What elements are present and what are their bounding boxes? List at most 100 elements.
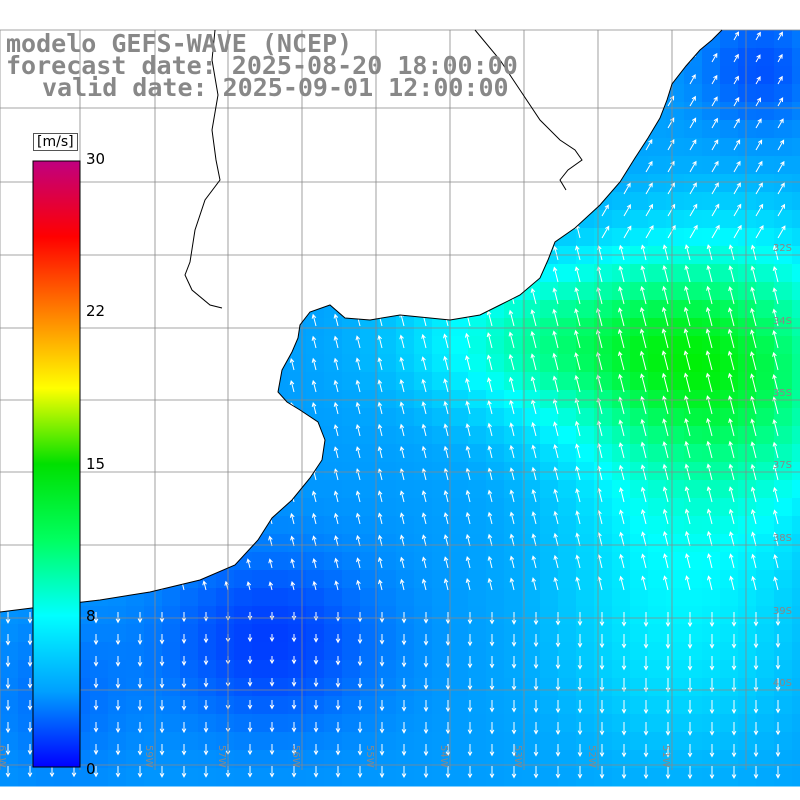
wind-arrow [711, 182, 719, 195]
wind-arrow [355, 269, 361, 283]
wind-cell [468, 336, 487, 355]
wind-cell [684, 660, 703, 679]
wind-arrow [289, 182, 295, 195]
wind-cell [306, 264, 325, 283]
wind-cell [666, 210, 685, 229]
wind-cell [630, 102, 649, 121]
wind-cell [666, 30, 685, 49]
wind-cell [306, 660, 325, 679]
wind-cell [234, 174, 253, 193]
wind-cell [612, 228, 631, 247]
wind-arrow [399, 578, 405, 591]
wind-cell [216, 192, 235, 211]
wind-arrow [733, 139, 741, 151]
wind-cell [198, 156, 217, 175]
wind-cell [18, 768, 37, 787]
wind-arrow [399, 30, 405, 41]
wind-arrow [223, 292, 229, 305]
wind-cell [396, 714, 415, 733]
wind-arrow [421, 160, 427, 173]
wind-cell [594, 336, 613, 355]
wind-cell [720, 498, 739, 517]
wind-cell [540, 552, 559, 571]
wind-arrow [772, 441, 779, 459]
wind-arrow [553, 224, 559, 239]
wind-cell [378, 624, 397, 643]
wind-cell [720, 678, 739, 697]
wind-cell [594, 264, 613, 283]
wind-cell [180, 138, 199, 157]
wind-arrow [775, 700, 781, 714]
wind-arrow [245, 314, 251, 327]
wind-arrow [115, 700, 121, 711]
wind-cell [108, 156, 127, 175]
wind-arrow [731, 744, 737, 758]
wind-arrow [334, 535, 339, 547]
wind-arrow [443, 512, 449, 525]
wind-cell [18, 678, 37, 697]
wind-cell [0, 678, 19, 697]
title-model: modelo GEFS-WAVE (NCEP) [6, 29, 353, 58]
wind-cell [198, 642, 217, 661]
wind-cell [162, 408, 181, 427]
wind-arrow [443, 467, 449, 481]
wind-cell [180, 408, 199, 427]
wind-cell [198, 192, 217, 211]
wind-cell [684, 426, 703, 445]
wind-cell [90, 624, 109, 643]
wind-cell [774, 48, 793, 67]
wind-arrow [443, 247, 449, 261]
wind-cell [666, 282, 685, 301]
wind-cell [540, 588, 559, 607]
wind-arrow [684, 440, 691, 459]
wind-arrow [755, 160, 763, 173]
wind-cell [216, 516, 235, 535]
wind-arrow [640, 441, 647, 459]
wind-cell [666, 606, 685, 625]
wind-arrow [333, 116, 339, 129]
wind-cell [144, 156, 163, 175]
wind-cell [0, 156, 19, 175]
wind-cell [558, 102, 577, 121]
wind-cell [414, 768, 433, 787]
wind-cell [396, 426, 415, 445]
wind-cell [0, 444, 19, 463]
wind-arrow [421, 401, 427, 415]
wind-arrow [179, 402, 185, 415]
wind-cell [540, 354, 559, 373]
wind-arrow [577, 656, 583, 670]
wind-arrow [247, 656, 253, 665]
wind-arrow [728, 417, 735, 437]
wind-cell [252, 408, 271, 427]
wind-cell [414, 300, 433, 319]
wind-cell [630, 516, 649, 535]
wind-cell [684, 390, 703, 409]
wind-cell [36, 102, 55, 121]
wind-cell [378, 480, 397, 499]
wind-arrow [377, 247, 383, 261]
wind-cell [576, 678, 595, 697]
wind-arrow [728, 265, 735, 283]
wind-arrow [443, 182, 449, 195]
wind-arrow [311, 446, 317, 459]
wind-arrow [180, 557, 185, 569]
wind-cell [414, 678, 433, 697]
wind-arrow [157, 468, 163, 481]
wind-cell [144, 192, 163, 211]
wind-arrow [223, 446, 229, 459]
wind-cell [162, 156, 181, 175]
wind-cell [288, 102, 307, 121]
wind-arrow [379, 678, 385, 689]
wind-arrow [623, 73, 631, 85]
wind-arrow [772, 373, 779, 393]
wind-arrow [467, 744, 473, 757]
wind-cell [126, 570, 145, 589]
wind-cell [414, 264, 433, 283]
wind-cell [468, 642, 487, 661]
wind-arrow [245, 490, 251, 503]
wind-cell [720, 120, 739, 139]
wind-arrow [530, 353, 537, 371]
wind-cell [756, 318, 775, 337]
wind-cell [342, 462, 361, 481]
wind-arrow [665, 656, 671, 671]
